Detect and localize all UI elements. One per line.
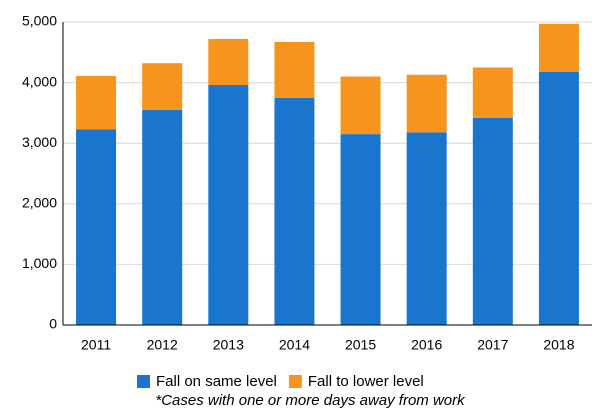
y-tick-label: 0	[49, 316, 57, 332]
bar-segment	[340, 76, 381, 135]
bar-segment	[274, 97, 315, 325]
legend-label: Fall to lower level	[308, 373, 424, 390]
y-tick-label: 3,000	[22, 134, 57, 150]
x-tick-label: 2011	[81, 337, 111, 353]
bar-segment	[274, 41, 315, 98]
bar-segment	[208, 85, 249, 325]
x-tick-label: 2017	[477, 337, 508, 353]
bar-segment	[76, 129, 117, 325]
y-tick-label: 4,000	[22, 73, 57, 89]
y-tick-label: 2,000	[22, 195, 57, 211]
bar-segment	[340, 134, 381, 325]
x-tick-label: 2016	[411, 337, 442, 353]
bar-segment	[142, 109, 183, 326]
x-tick-label: 2013	[213, 337, 244, 353]
bar-segment	[538, 71, 579, 325]
legend-swatch	[288, 375, 302, 388]
legend-label: Fall on same level	[156, 373, 277, 390]
footnote: *Cases with one or more days away from w…	[155, 392, 466, 409]
x-tick-label: 2012	[147, 337, 178, 353]
bar-segment	[538, 23, 579, 72]
y-tick-label: 1,000	[22, 255, 57, 271]
bar-segment	[208, 38, 249, 86]
x-tick-label: 2015	[345, 337, 376, 353]
bar-segment	[406, 132, 447, 325]
x-tick-label: 2014	[279, 337, 310, 353]
bar-segment	[76, 75, 117, 130]
bar-segment	[472, 117, 513, 325]
x-tick-label: 2018	[543, 337, 574, 353]
bar-segment	[142, 63, 183, 110]
legend-swatch	[137, 375, 150, 388]
y-tick-label: 5,000	[22, 13, 57, 29]
bar-segment	[406, 74, 447, 133]
bar-segment	[472, 67, 513, 118]
